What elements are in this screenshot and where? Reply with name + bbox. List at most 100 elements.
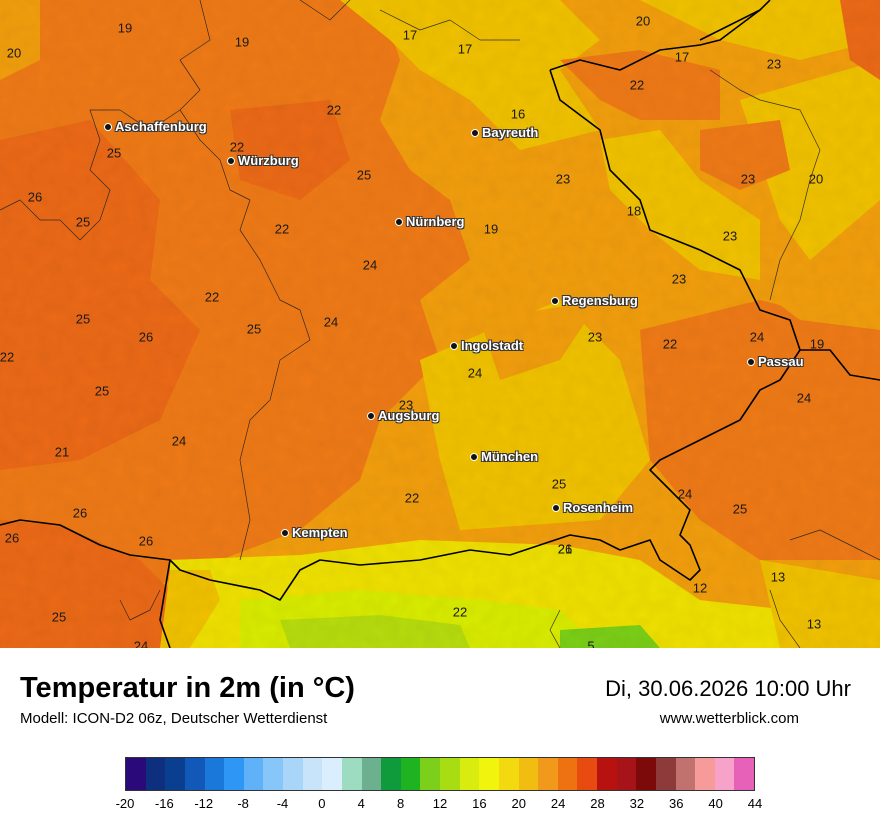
legend-tick-label: 12	[432, 796, 448, 811]
temperature-label: 24	[677, 486, 693, 502]
temperature-label: 25	[94, 383, 110, 399]
legend-tick-label: 44	[747, 796, 763, 811]
temperature-label: 19	[117, 20, 133, 36]
temperature-label: 22	[326, 102, 342, 118]
temperature-label: 23	[398, 397, 414, 413]
city-dot	[747, 357, 755, 366]
legend-ticks: -20 -16 -12 -8 -4 0 4 8 12 16 20 24 28 32 36 40 44	[116, 796, 763, 816]
legend-color-swatch	[538, 758, 558, 790]
temperature-label: 22	[274, 221, 290, 237]
temperature-label: 25	[51, 609, 67, 625]
legend-tick-label: 32	[629, 796, 645, 811]
temperature-label: 25	[106, 145, 122, 161]
city-marker: Ingolstadt	[450, 338, 523, 353]
legend-color-swatch	[518, 758, 539, 790]
temperature-label: 24	[796, 390, 812, 406]
legend-color-swatch	[204, 758, 225, 790]
legend-color-swatch	[243, 758, 264, 790]
temperature-label: 25	[551, 476, 567, 492]
temperature-label: 19	[234, 34, 250, 50]
city-marker: München	[470, 449, 538, 464]
legend-color-swatch	[184, 758, 205, 790]
city-marker: Augsburg	[367, 408, 439, 423]
temperature-label: 26	[138, 329, 154, 345]
temperature-label: 17	[674, 49, 690, 65]
city-name: Ingolstadt	[461, 338, 524, 353]
temperature-label: 26	[4, 530, 20, 546]
legend-color-swatch	[440, 758, 460, 790]
legend-color-swatch	[145, 758, 166, 790]
temperature-label: 18	[626, 203, 642, 219]
legend-color-swatch	[302, 758, 323, 790]
temperature-map: Aschaffenburg Würzburg Bayreuth Nürnberg Reg…	[0, 0, 880, 648]
legend-color-swatch	[263, 758, 283, 790]
city-name: Würzburg	[238, 153, 299, 168]
temperature-label: 24	[323, 314, 339, 330]
legend-tick-label: 16	[472, 796, 487, 811]
city-dot	[281, 528, 289, 537]
legend-color-swatch	[655, 758, 676, 790]
temperature-label: 23	[766, 56, 782, 72]
city-name: Kempten	[292, 525, 348, 540]
city-dot	[104, 122, 112, 131]
city-dot	[552, 503, 560, 512]
model-subtitle: Modell: ICON-D2 06z, Deutscher Wetterdie…	[20, 710, 328, 727]
legend-tick-label: 36	[669, 796, 684, 811]
legend-tick-label: -4	[276, 796, 289, 811]
city-name: Passau	[758, 354, 804, 369]
temperature-label: 19	[483, 221, 499, 237]
city-dot	[450, 341, 458, 350]
temperature-label: 24	[467, 365, 483, 381]
temperature-label: 21	[54, 444, 70, 460]
website-link[interactable]: www.wetterblick.com	[659, 710, 799, 727]
city-marker: Bayreuth	[471, 125, 538, 140]
color-legend	[125, 757, 755, 791]
legend-tick-label: 20	[511, 796, 526, 811]
temperature-label: 19	[809, 336, 825, 352]
temperature-label: 23	[740, 171, 756, 187]
temperature-label: 20	[808, 171, 824, 187]
temperature-label: 23	[587, 329, 603, 345]
city-name: Rosenheim	[563, 500, 634, 515]
city-marker: Regensburg	[551, 293, 638, 308]
temperature-label: 25	[75, 311, 91, 327]
legend-color-swatch	[283, 758, 303, 790]
temperature-field	[0, 0, 880, 648]
legend-color-swatch	[381, 758, 401, 790]
legend-tick-label: -8	[237, 796, 249, 811]
temperature-label: 23	[555, 171, 571, 187]
legend-tick-label: -16	[154, 796, 174, 811]
legend-color-swatch	[459, 758, 480, 790]
legend-color-swatch	[734, 758, 754, 790]
temperature-label: 20	[6, 45, 22, 61]
legend-tick-label: 8	[397, 796, 405, 811]
temperature-label: 17	[402, 27, 418, 43]
legend-color-swatch	[224, 758, 244, 790]
temperature-label: 24	[362, 257, 378, 273]
city-marker: Kempten	[281, 525, 348, 540]
temperature-label: 25	[75, 214, 91, 230]
legend-color-swatch	[126, 758, 146, 790]
temperature-label: 23	[722, 228, 738, 244]
legend-tick-label: 0	[318, 796, 326, 811]
legend-color-swatch	[400, 758, 421, 790]
legend-tick-label: 28	[590, 796, 605, 811]
temperature-label: 22	[662, 336, 678, 352]
forecast-datetime: Di, 30.06.2026 10:00 Uhr	[605, 676, 851, 701]
temperature-label: 26	[72, 505, 88, 521]
city-name: Regensburg	[562, 293, 638, 308]
temperature-label: 17	[457, 41, 473, 57]
temperature-label: 26	[557, 541, 573, 557]
city-marker: Aschaffenburg	[104, 119, 207, 134]
city-name: Aschaffenburg	[115, 119, 207, 134]
legend-color-swatch	[577, 758, 597, 790]
city-dot	[551, 296, 559, 305]
city-marker: Rosenheim	[552, 500, 633, 515]
city-dot	[367, 411, 375, 420]
legend-tick-label: -20	[115, 796, 135, 811]
legend-color-swatch	[322, 758, 342, 790]
temperature-label: 12	[692, 580, 708, 596]
legend-tick-label: -12	[194, 796, 214, 811]
temperature-label: 24	[171, 433, 187, 449]
legend-tick-label: 4	[357, 796, 365, 811]
